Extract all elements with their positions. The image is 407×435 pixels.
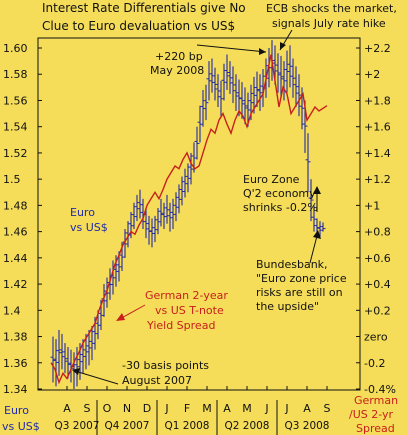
right-tick-label: +0.6 — [364, 252, 391, 265]
right-tick-label: +0.4 — [364, 278, 391, 291]
right-axis-title-line-3: Spread — [356, 422, 395, 435]
chart-title-line-2: Clue to Euro devaluation vs US$ — [42, 19, 235, 33]
annotation-ecb-line-1: ECB shocks the market, — [266, 2, 397, 15]
left-tick-label: 1.5 — [3, 173, 21, 186]
right-tick-label: -0.4% — [364, 383, 396, 396]
annotation-220bp-line-1: +220 bp — [155, 50, 203, 63]
arrow-head-ecb — [280, 42, 286, 50]
left-tick-label: 1.58 — [3, 68, 28, 81]
corner-label-line-2: vs US$ — [2, 420, 40, 433]
annotation-eurozone-line-1: Euro Zone — [243, 173, 300, 186]
annotation-minus30-line-1: -30 basis points — [122, 359, 209, 372]
right-tick-label: +0.2 — [364, 304, 391, 317]
right-tick-label: +1.6 — [364, 121, 391, 134]
annotation-bundesbank-line-4: the upside" — [256, 300, 319, 313]
arrow-head-eurozone — [313, 186, 321, 194]
arrow-head-220bp — [259, 48, 266, 55]
quarter-label: Q2 2008 — [224, 420, 269, 432]
left-tick-label: 1.48 — [3, 199, 28, 212]
left-tick-label: 1.4 — [3, 304, 21, 317]
month-label: A — [303, 402, 311, 415]
euro-price-series — [50, 40, 326, 389]
arrow-head-minus30 — [72, 368, 80, 375]
annotation-arrows — [72, 29, 321, 385]
x-axis: A S O N D J F M A M J J A SQ3 2007 Q4 2007 Q1 2008 Q2 20… — [54, 386, 331, 435]
right-tick-label: +0.8 — [364, 226, 391, 239]
right-axis-title-line-2: /US 2-yr — [349, 408, 394, 421]
right-tick-label: +1.2 — [364, 173, 391, 186]
annotation-bundesbank-line-1: Bundesbank, — [256, 258, 328, 271]
right-tick-label: -0.2 — [364, 357, 385, 370]
month-label: O — [103, 402, 112, 415]
left-tick-label: 1.52 — [3, 147, 28, 160]
quarter-label: Q3 2007 — [54, 420, 99, 432]
left-tick-label: 1.54 — [3, 121, 28, 134]
month-label: J — [264, 402, 268, 415]
right-tick-label: +1.8 — [364, 94, 391, 107]
left-axis: 1.60 1.58 1.56 1.54 1.52 1.5 1.48 1.46 1.44 1.42 1… — [3, 42, 42, 396]
right-tick-label: zero — [364, 331, 388, 344]
arrow-minus30 — [74, 370, 119, 385]
arrow-220bp — [196, 44, 267, 53]
month-label: M — [242, 402, 252, 415]
left-tick-label: 1.38 — [3, 331, 28, 344]
month-label: M — [202, 402, 212, 415]
right-tick-label: +2 — [364, 68, 380, 81]
annotation-eurozone-line-2: Q'2 economy — [243, 187, 316, 200]
month-label: A — [223, 402, 231, 415]
spread-series-label-line-3: Yield Spread — [146, 319, 215, 332]
spread-series-label-line-2: vs US T-note — [155, 304, 224, 317]
right-tick-label: +2.2 — [364, 42, 391, 55]
left-tick-label: 1.46 — [3, 226, 28, 239]
arrow-head-spread-label — [116, 313, 125, 321]
arrow-head-bundesbank — [313, 230, 321, 239]
month-label: F — [184, 402, 190, 415]
month-label: J — [284, 402, 288, 415]
left-tick-label: 1.42 — [3, 278, 28, 291]
month-label: D — [143, 402, 151, 415]
month-label: N — [123, 402, 131, 415]
chart-title-line-1: Interest Rate Differentials give No — [42, 1, 246, 15]
quarter-label: Q3 2008 — [284, 420, 329, 432]
right-axis-title-line-1: German — [354, 394, 398, 407]
quarter-label: Q4 2007 — [104, 420, 149, 432]
euro-series-label-line-2: vs US$ — [70, 221, 108, 234]
left-tick-label: 1.56 — [3, 94, 28, 107]
right-axis: +2.2 +2 +1.8 +1.6 +1.4 +1.2 +1 +0.8 +0.6 +0.4 +0.2… — [356, 42, 396, 396]
corner-label-line-1: Euro — [4, 404, 29, 417]
left-tick-label: 1.60 — [3, 42, 28, 55]
month-label: S — [84, 402, 91, 415]
left-tick-label: 1.44 — [3, 252, 28, 265]
euro-series-label-line-1: Euro — [70, 206, 95, 219]
annotation-eurozone-line-3: shrinks -0.2% — [243, 201, 318, 214]
month-label: S — [324, 402, 331, 415]
left-tick-label: 1.36 — [3, 357, 28, 370]
annotation-ecb-line-2: signals July rate hike — [272, 17, 386, 30]
left-tick-label: 1.34 — [3, 383, 28, 396]
right-tick-label: +1 — [364, 199, 380, 212]
month-label: J — [164, 402, 168, 415]
plot-frame — [37, 37, 361, 391]
annotation-bundesbank-line-2: "Euro zone price — [256, 272, 347, 285]
right-tick-label: +1.4 — [364, 147, 391, 160]
month-label: A — [63, 402, 71, 415]
annotation-220bp-line-2: May 2008 — [150, 64, 204, 77]
quarter-label: Q1 2008 — [164, 420, 209, 432]
yield-spread-line — [50, 54, 328, 385]
annotation-minus30-line-2: August 2007 — [122, 374, 192, 387]
spread-series-label-line-1: German 2-year — [145, 289, 228, 302]
annotation-bundesbank-line-3: risks are still on — [256, 286, 343, 299]
